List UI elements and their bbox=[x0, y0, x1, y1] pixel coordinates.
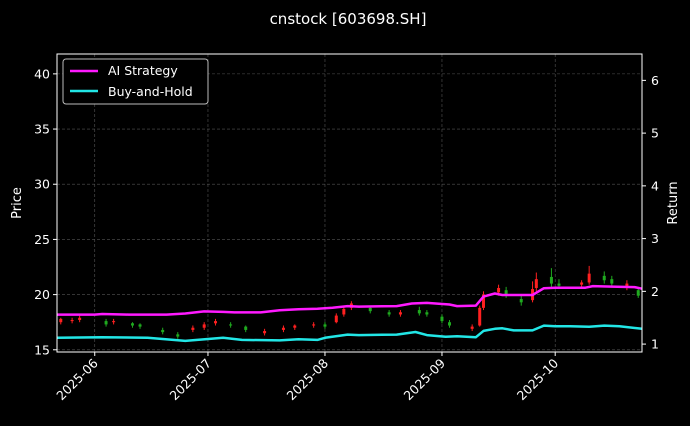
candle-body bbox=[478, 307, 482, 326]
candle-body bbox=[481, 294, 485, 308]
candle-body bbox=[334, 315, 338, 323]
candle-body bbox=[263, 331, 267, 334]
plot-frame bbox=[56, 53, 643, 353]
price-tick-label: 20 bbox=[34, 287, 50, 302]
candle-body bbox=[176, 334, 180, 337]
legend: AI Strategy Buy-and-Hold bbox=[62, 58, 209, 105]
candle-body bbox=[549, 276, 553, 284]
candle-body bbox=[557, 283, 561, 286]
return-axis-label: Return bbox=[666, 181, 681, 224]
candle-body bbox=[610, 279, 614, 284]
candle-body bbox=[587, 273, 591, 283]
return-axis: 1 2 3 4 5 6 bbox=[642, 73, 659, 352]
price-axis-label: Price bbox=[10, 187, 25, 219]
candle-body bbox=[323, 324, 327, 327]
candle-body bbox=[138, 324, 142, 327]
return-tick-label: 6 bbox=[651, 73, 659, 88]
candle-body bbox=[78, 317, 82, 320]
candle-body bbox=[112, 321, 116, 323]
candle-body bbox=[293, 325, 297, 328]
candle-body bbox=[636, 290, 640, 296]
price-tick-label: 30 bbox=[34, 177, 50, 192]
candlesticks bbox=[59, 265, 640, 339]
candle-body bbox=[504, 290, 508, 295]
chart-title: cnstock [603698.SH] bbox=[270, 10, 427, 28]
candle-body bbox=[202, 324, 206, 328]
candle-body bbox=[519, 299, 523, 303]
return-tick-label: 2 bbox=[651, 284, 659, 299]
candle-body bbox=[368, 307, 372, 312]
candle-body bbox=[70, 319, 74, 322]
return-tick-label: 5 bbox=[651, 126, 659, 141]
candle-body bbox=[59, 318, 63, 323]
candle-body bbox=[534, 279, 538, 288]
candle-body bbox=[281, 327, 285, 330]
price-tick-label: 25 bbox=[34, 232, 50, 247]
candle-body bbox=[398, 312, 402, 315]
candle-body bbox=[440, 316, 444, 322]
candle-body bbox=[229, 324, 233, 326]
grid bbox=[57, 54, 642, 352]
price-tick-label: 35 bbox=[34, 122, 50, 137]
candle-body bbox=[161, 329, 165, 333]
candle-body bbox=[104, 321, 108, 325]
legend-label-ai-strategy: AI Strategy bbox=[108, 63, 178, 78]
candle-body bbox=[244, 326, 248, 330]
candle-body bbox=[417, 310, 421, 314]
price-axis: 15 20 25 30 35 40 bbox=[34, 66, 57, 357]
candle-body bbox=[425, 312, 429, 315]
candle-body bbox=[130, 323, 134, 326]
price-tick-label: 15 bbox=[34, 342, 50, 357]
candle-body bbox=[312, 324, 316, 326]
return-tick-label: 1 bbox=[651, 337, 659, 352]
candle-body bbox=[191, 327, 195, 330]
return-lines bbox=[56, 284, 643, 343]
candle-body bbox=[342, 308, 346, 315]
series-line-ai-strategy bbox=[57, 284, 643, 316]
candle-body bbox=[448, 322, 452, 326]
return-tick-label: 4 bbox=[651, 178, 659, 193]
legend-label-buy-and-hold: Buy-and-Hold bbox=[108, 84, 193, 99]
candle-body bbox=[602, 275, 606, 281]
candle-body bbox=[497, 287, 501, 293]
candle-body bbox=[470, 326, 474, 329]
candle-body bbox=[580, 282, 584, 285]
candle-body bbox=[387, 312, 391, 315]
return-tick-label: 3 bbox=[651, 231, 659, 246]
candle-body bbox=[214, 321, 218, 324]
legend-box bbox=[62, 58, 209, 105]
series-line-buy-and-hold bbox=[56, 324, 643, 343]
price-tick-label: 40 bbox=[34, 66, 50, 81]
